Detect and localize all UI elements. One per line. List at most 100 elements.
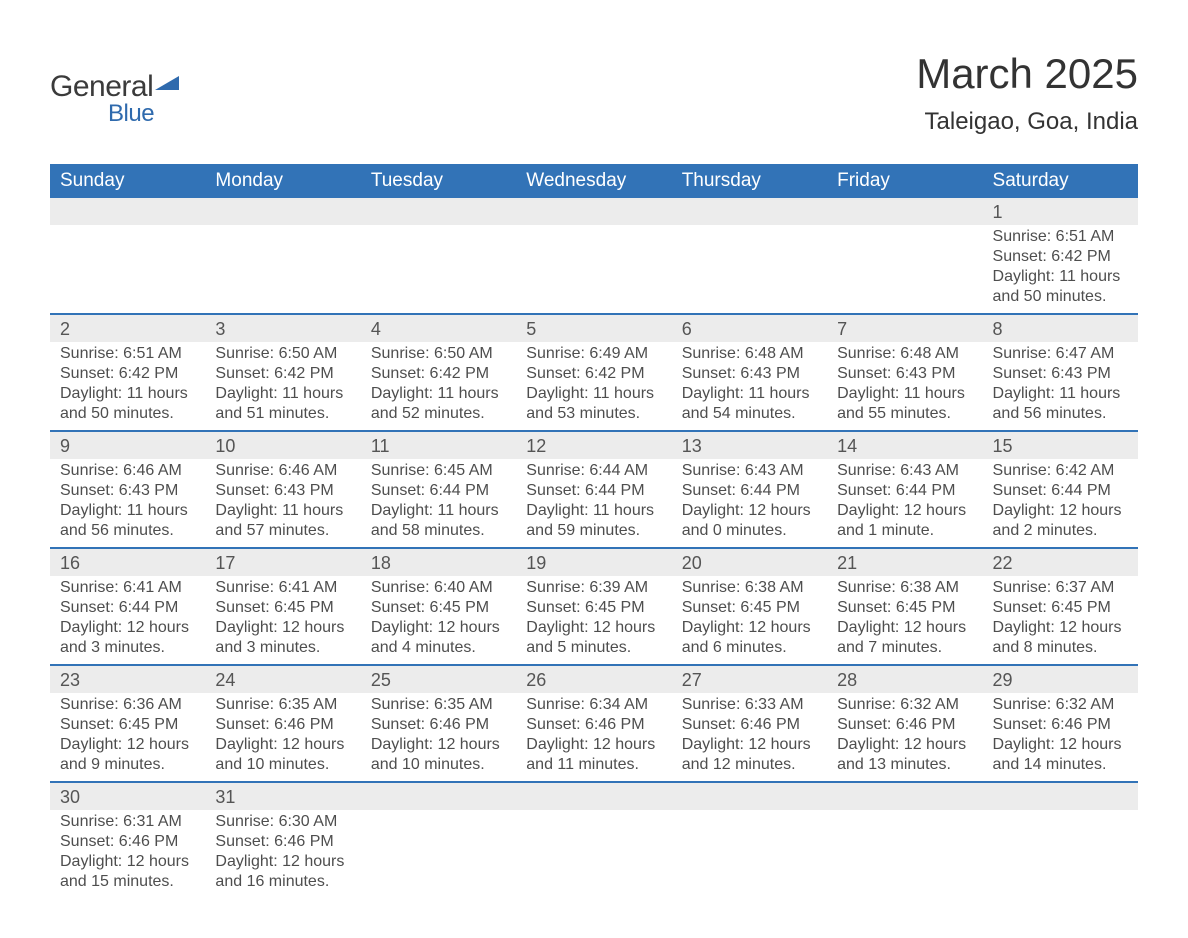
calendar-week-row: 30Sunrise: 6:31 AMSunset: 6:46 PMDayligh… [50,782,1138,898]
calendar-week-row: 9Sunrise: 6:46 AMSunset: 6:43 PMDaylight… [50,431,1138,548]
daylight-text: Daylight: 11 hours and 54 minutes. [682,384,817,424]
sunrise-text: Sunrise: 6:41 AM [60,578,195,598]
sunrise-text: Sunrise: 6:44 AM [526,461,661,481]
daylight-text: Daylight: 11 hours and 50 minutes. [993,267,1128,307]
day-number: 27 [672,666,827,693]
sunrise-text: Sunrise: 6:49 AM [526,344,661,364]
logo-flag-icon [155,76,185,101]
sunrise-text: Sunrise: 6:32 AM [993,695,1128,715]
day-details: Sunrise: 6:39 AMSunset: 6:45 PMDaylight:… [516,576,671,664]
daylight-text: Daylight: 12 hours and 12 minutes. [682,735,817,775]
sunset-text: Sunset: 6:42 PM [993,247,1128,267]
month-title: March 2025 [916,50,1138,98]
day-number: 20 [672,549,827,576]
day-number: 13 [672,432,827,459]
calendar-day-cell: 5Sunrise: 6:49 AMSunset: 6:42 PMDaylight… [516,314,671,431]
sunrise-text: Sunrise: 6:46 AM [60,461,195,481]
sunrise-text: Sunrise: 6:51 AM [993,227,1128,247]
calendar-day-cell: 27Sunrise: 6:33 AMSunset: 6:46 PMDayligh… [672,665,827,782]
sunset-text: Sunset: 6:43 PM [993,364,1128,384]
calendar-day-cell: 31Sunrise: 6:30 AMSunset: 6:46 PMDayligh… [205,782,360,898]
weekday-header: Thursday [672,164,827,198]
day-details: Sunrise: 6:41 AMSunset: 6:44 PMDaylight:… [50,576,205,664]
day-details [672,810,827,818]
title-block: March 2025 Taleigao, Goa, India [916,50,1138,136]
sunset-text: Sunset: 6:42 PM [371,364,506,384]
daylight-text: Daylight: 11 hours and 51 minutes. [215,384,350,424]
sunset-text: Sunset: 6:46 PM [371,715,506,735]
daylight-text: Daylight: 12 hours and 2 minutes. [993,501,1128,541]
header: General Blue March 2025 Taleigao, Goa, I… [50,50,1138,136]
sunset-text: Sunset: 6:46 PM [682,715,817,735]
daylight-text: Daylight: 11 hours and 56 minutes. [993,384,1128,424]
sunset-text: Sunset: 6:44 PM [60,598,195,618]
day-details: Sunrise: 6:37 AMSunset: 6:45 PMDaylight:… [983,576,1138,664]
day-details [361,810,516,818]
day-number: 12 [516,432,671,459]
day-details: Sunrise: 6:41 AMSunset: 6:45 PMDaylight:… [205,576,360,664]
calendar-day-cell: 23Sunrise: 6:36 AMSunset: 6:45 PMDayligh… [50,665,205,782]
calendar-day-cell: 22Sunrise: 6:37 AMSunset: 6:45 PMDayligh… [983,548,1138,665]
sunset-text: Sunset: 6:44 PM [837,481,972,501]
sunset-text: Sunset: 6:44 PM [371,481,506,501]
daylight-text: Daylight: 12 hours and 3 minutes. [60,618,195,658]
daylight-text: Daylight: 12 hours and 8 minutes. [993,618,1128,658]
logo-text-general: General [50,70,153,104]
sunrise-text: Sunrise: 6:30 AM [215,812,350,832]
sunset-text: Sunset: 6:45 PM [371,598,506,618]
day-number: 10 [205,432,360,459]
day-number [50,198,205,225]
sunrise-text: Sunrise: 6:48 AM [682,344,817,364]
sunrise-text: Sunrise: 6:35 AM [215,695,350,715]
daylight-text: Daylight: 12 hours and 10 minutes. [215,735,350,775]
sunrise-text: Sunrise: 6:45 AM [371,461,506,481]
day-details: Sunrise: 6:51 AMSunset: 6:42 PMDaylight:… [50,342,205,430]
sunset-text: Sunset: 6:43 PM [60,481,195,501]
sunrise-text: Sunrise: 6:43 AM [682,461,817,481]
day-number [983,783,1138,810]
sunset-text: Sunset: 6:46 PM [60,832,195,852]
day-number: 11 [361,432,516,459]
day-number: 2 [50,315,205,342]
sunset-text: Sunset: 6:43 PM [215,481,350,501]
sunrise-text: Sunrise: 6:38 AM [837,578,972,598]
daylight-text: Daylight: 11 hours and 59 minutes. [526,501,661,541]
daylight-text: Daylight: 12 hours and 7 minutes. [837,618,972,658]
calendar-empty-cell [983,782,1138,898]
day-number: 28 [827,666,982,693]
sunset-text: Sunset: 6:44 PM [682,481,817,501]
day-details: Sunrise: 6:36 AMSunset: 6:45 PMDaylight:… [50,693,205,781]
sunset-text: Sunset: 6:45 PM [526,598,661,618]
sunrise-text: Sunrise: 6:50 AM [371,344,506,364]
logo: General Blue [50,70,185,128]
day-details: Sunrise: 6:32 AMSunset: 6:46 PMDaylight:… [983,693,1138,781]
day-details: Sunrise: 6:48 AMSunset: 6:43 PMDaylight:… [827,342,982,430]
calendar-empty-cell [361,198,516,314]
sunset-text: Sunset: 6:42 PM [60,364,195,384]
day-details: Sunrise: 6:51 AMSunset: 6:42 PMDaylight:… [983,225,1138,313]
calendar-day-cell: 25Sunrise: 6:35 AMSunset: 6:46 PMDayligh… [361,665,516,782]
calendar-empty-cell [827,198,982,314]
day-details: Sunrise: 6:35 AMSunset: 6:46 PMDaylight:… [361,693,516,781]
daylight-text: Daylight: 12 hours and 4 minutes. [371,618,506,658]
day-details: Sunrise: 6:35 AMSunset: 6:46 PMDaylight:… [205,693,360,781]
day-details [827,225,982,233]
sunset-text: Sunset: 6:45 PM [682,598,817,618]
calendar-empty-cell [672,782,827,898]
sunrise-text: Sunrise: 6:46 AM [215,461,350,481]
day-number: 19 [516,549,671,576]
day-details: Sunrise: 6:45 AMSunset: 6:44 PMDaylight:… [361,459,516,547]
day-number [205,198,360,225]
sunset-text: Sunset: 6:43 PM [837,364,972,384]
calendar-day-cell: 17Sunrise: 6:41 AMSunset: 6:45 PMDayligh… [205,548,360,665]
calendar-day-cell: 2Sunrise: 6:51 AMSunset: 6:42 PMDaylight… [50,314,205,431]
sunrise-text: Sunrise: 6:47 AM [993,344,1128,364]
calendar-day-cell: 30Sunrise: 6:31 AMSunset: 6:46 PMDayligh… [50,782,205,898]
day-details: Sunrise: 6:32 AMSunset: 6:46 PMDaylight:… [827,693,982,781]
sunset-text: Sunset: 6:46 PM [215,832,350,852]
day-number [361,783,516,810]
sunset-text: Sunset: 6:46 PM [837,715,972,735]
sunrise-text: Sunrise: 6:35 AM [371,695,506,715]
calendar-day-cell: 19Sunrise: 6:39 AMSunset: 6:45 PMDayligh… [516,548,671,665]
day-number [516,783,671,810]
